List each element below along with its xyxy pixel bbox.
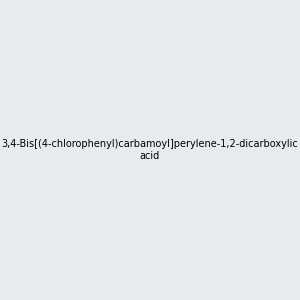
Text: 3,4-Bis[(4-chlorophenyl)carbamoyl]perylene-1,2-dicarboxylic acid: 3,4-Bis[(4-chlorophenyl)carbamoyl]peryle… [2, 139, 298, 161]
